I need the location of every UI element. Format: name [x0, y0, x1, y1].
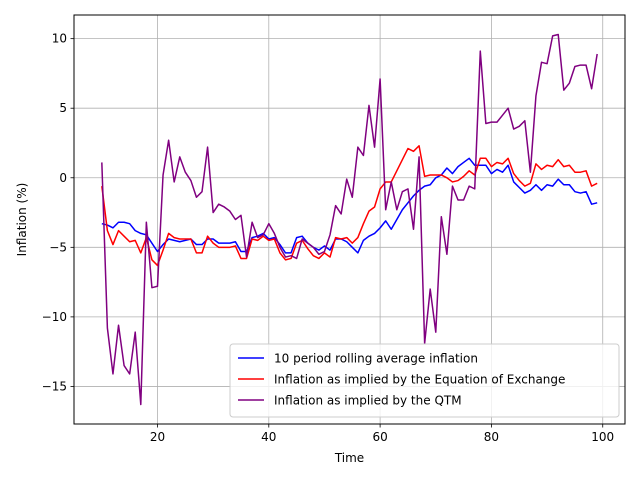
x-axis-label: Time: [334, 451, 364, 465]
y-tick-label: −5: [49, 240, 67, 254]
legend-box: [229, 343, 620, 418]
y-tick-label: −15: [42, 379, 67, 393]
x-tick-label: 40: [261, 430, 276, 444]
y-axis-label: Inflation (%): [15, 183, 29, 257]
y-tick-label: 10: [52, 32, 67, 46]
axes-frame: [73, 14, 626, 425]
plot-area: [101, 33, 598, 406]
x-tick-label: 100: [591, 430, 614, 444]
y-tick-label: −10: [42, 310, 67, 324]
legend: 10 period rolling average inflation Infla…: [229, 343, 620, 418]
x-tick-label: 60: [372, 430, 387, 444]
series-line-inflation-as-implied-by-the-equation-of-exchange: [101, 145, 598, 267]
x-tick-label: 80: [484, 430, 499, 444]
y-axis: −15 −10 −5 0 5 10: [42, 32, 74, 393]
legend-entry-label: 10 period rolling average inflation: [274, 352, 478, 366]
legend-entry-label: Inflation as implied by the Equation of …: [274, 373, 565, 387]
y-tick-label: 0: [59, 171, 67, 185]
x-axis: 20 40 60 80 100: [150, 424, 614, 444]
x-tick-label: 20: [150, 430, 165, 444]
y-tick-label: 5: [59, 101, 67, 115]
series-line-inflation-as-implied-by-the-qtm: [101, 33, 598, 406]
series-line-10-period-rolling-average-inflation: [101, 157, 598, 254]
legend-entry-label: Inflation as implied by the QTM: [274, 394, 462, 408]
